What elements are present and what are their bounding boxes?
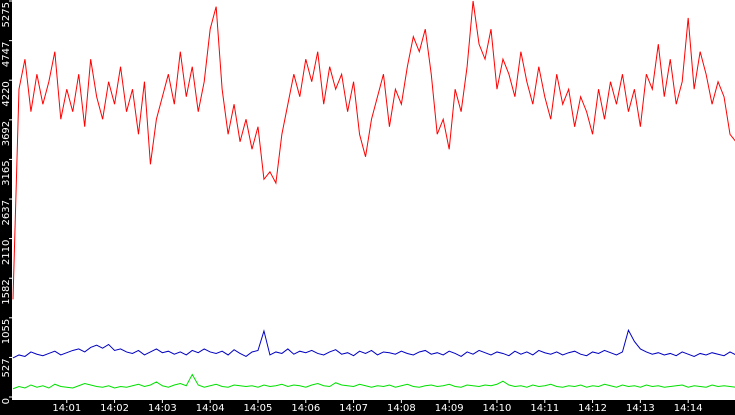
x-tick-label: 14:03 bbox=[148, 403, 177, 414]
y-axis-bar bbox=[0, 0, 12, 415]
y-tick-label: 527 bbox=[1, 358, 12, 377]
x-tick-label: 14:13 bbox=[626, 403, 655, 414]
x-tick-label: 14:14 bbox=[674, 403, 703, 414]
x-tick-label: 14:04 bbox=[196, 403, 225, 414]
y-tick-label: 4220 bbox=[1, 81, 12, 106]
y-tick-label: 0 bbox=[1, 398, 12, 404]
x-tick-label: 14:08 bbox=[387, 403, 416, 414]
y-tick-label: 1055 bbox=[1, 319, 12, 344]
x-tick-label: 14:02 bbox=[100, 403, 129, 414]
series-line bbox=[12, 0, 735, 300]
y-tick-label: 4747 bbox=[1, 42, 12, 67]
series-line bbox=[12, 373, 735, 390]
y-tick-label: 2110 bbox=[1, 240, 12, 265]
y-tick-label: 3692 bbox=[1, 121, 12, 146]
x-tick-label: 14:07 bbox=[339, 403, 368, 414]
x-tick-label: 14:11 bbox=[530, 403, 559, 414]
y-tick-label: 3165 bbox=[1, 160, 12, 185]
y-tick-label: 2637 bbox=[1, 200, 12, 225]
series-line bbox=[12, 328, 735, 359]
y-tick-label: 1582 bbox=[1, 279, 12, 304]
x-tick-label: 14:12 bbox=[578, 403, 607, 414]
y-tick-label: 5275 bbox=[1, 2, 12, 27]
x-tick-label: 14:06 bbox=[291, 403, 320, 414]
x-tick-label: 14:01 bbox=[52, 403, 81, 414]
x-axis-bar bbox=[0, 400, 735, 415]
x-tick-label: 14:10 bbox=[483, 403, 512, 414]
x-tick-label: 14:09 bbox=[435, 403, 464, 414]
x-tick-label: 14:05 bbox=[244, 403, 273, 414]
